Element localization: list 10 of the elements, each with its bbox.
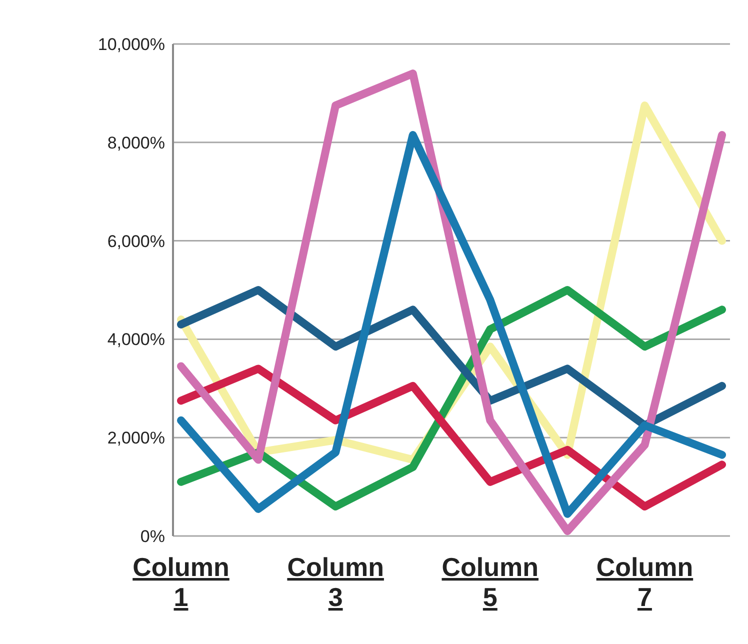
y-tick-label: 4,000% — [107, 330, 165, 350]
x-tick-label: Column 1 — [132, 552, 230, 612]
x-tick-label: Column 7 — [596, 552, 694, 612]
y-tick-label: 8,000% — [107, 133, 165, 152]
y-tick-label: 6,000% — [107, 232, 165, 251]
x-tick-label: Column 3 — [287, 552, 384, 612]
x-tick-label: Column 5 — [442, 552, 539, 612]
y-tick-label: 10,000% — [98, 34, 165, 54]
y-tick-label: 2,000% — [107, 428, 165, 448]
y-tick-label: 0% — [140, 526, 165, 546]
